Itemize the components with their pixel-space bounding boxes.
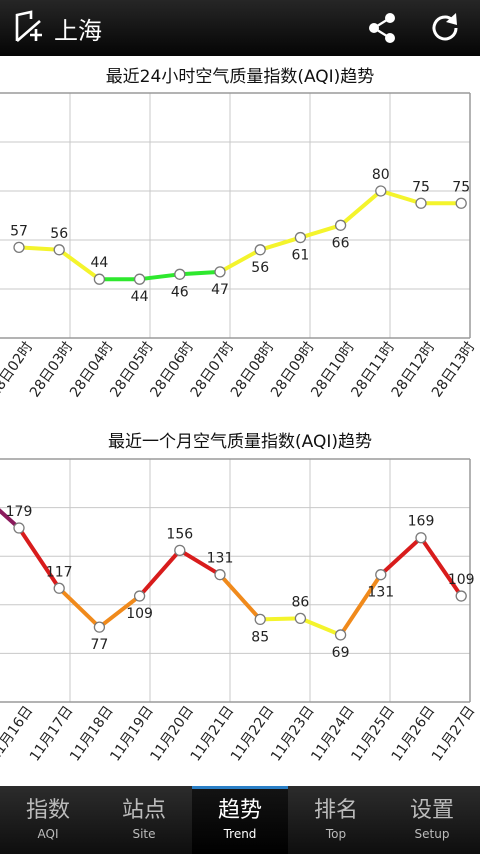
data-point <box>294 231 307 244</box>
data-label: 66 <box>332 235 350 251</box>
data-point <box>375 569 387 581</box>
tab-site-label: 站点 <box>121 798 166 823</box>
data-label: 117 <box>46 564 73 580</box>
series-segment <box>218 247 263 274</box>
data-label: 80 <box>372 167 390 183</box>
data-label: 86 <box>291 594 309 610</box>
series-segment <box>57 247 102 282</box>
data-point <box>455 197 467 209</box>
data-label: 44 <box>90 255 108 271</box>
data-point <box>455 590 467 602</box>
data-label: 109 <box>448 572 475 588</box>
series-segment <box>338 572 383 637</box>
series-segment <box>378 189 423 206</box>
data-point <box>93 621 106 633</box>
tab-aqi[interactable]: 指数 AQI <box>0 786 96 854</box>
data-point <box>53 244 65 256</box>
series-segment <box>218 572 263 622</box>
data-point <box>13 522 25 534</box>
series-segment <box>0 508 21 531</box>
data-label: 57 <box>10 223 28 239</box>
top-bar: 上海 <box>0 0 480 56</box>
tab-trend-label: 趋势 <box>217 798 262 823</box>
tab-top-label: 排名 <box>313 798 358 823</box>
data-point <box>254 244 266 256</box>
series-segment <box>97 594 142 630</box>
hourly-chart-title: 最近24小时空气质量指数(AQI)趋势 <box>105 67 375 87</box>
data-label: 75 <box>452 179 470 195</box>
data-point <box>254 613 266 626</box>
series-segment <box>258 616 303 622</box>
data-label: 75 <box>412 179 430 195</box>
data-point <box>334 629 347 641</box>
series-segment <box>419 535 464 599</box>
series-segment <box>177 548 222 577</box>
tab-aqi-sublabel: AQI <box>37 827 59 841</box>
data-label: 46 <box>171 284 189 300</box>
data-label: 131 <box>207 551 234 567</box>
data-label: 109 <box>126 606 153 622</box>
data-label: 156 <box>166 526 193 542</box>
tab-top-sublabel: Top <box>325 827 347 841</box>
data-point <box>375 185 387 197</box>
tab-site[interactable]: 站点 Site <box>96 786 192 854</box>
series-segment <box>177 269 222 277</box>
data-label: 61 <box>291 248 309 264</box>
series-segment <box>137 548 182 599</box>
data-point <box>214 266 226 278</box>
data-point <box>133 590 146 602</box>
series-segment <box>298 223 343 240</box>
data-point <box>174 544 186 557</box>
series-segment <box>378 535 423 577</box>
series-segment <box>137 272 182 282</box>
city-selector[interactable]: 上海 <box>14 10 102 46</box>
data-label: 169 <box>408 514 435 530</box>
city-select-icon[interactable] <box>14 9 44 47</box>
data-label: 56 <box>251 260 269 276</box>
tab-site-sublabel: Site <box>132 827 156 841</box>
data-label: 131 <box>367 585 394 601</box>
data-label: 85 <box>251 629 269 645</box>
tab-aqi-label: 指数 <box>25 798 70 823</box>
tab-setup-label: 设置 <box>409 798 454 823</box>
data-point <box>415 197 427 209</box>
data-point <box>133 273 146 285</box>
tab-top[interactable]: 排名 Top <box>288 786 384 854</box>
data-point <box>174 268 186 280</box>
monthly-chart-title: 最近一个月空气质量指数(AQI)趋势 <box>108 432 372 452</box>
data-point <box>415 532 427 544</box>
tab-trend[interactable]: 趋势 Trend <box>192 786 288 854</box>
tab-trend-sublabel: Trend <box>223 827 257 841</box>
bottom-nav: 指数 AQI 站点 Site 趋势 Trend 排名 Top 设置 Setup <box>0 786 480 854</box>
series-segment <box>17 526 62 591</box>
city-title: 上海 <box>54 16 102 45</box>
share-icon[interactable] <box>364 10 400 46</box>
series-segment <box>57 586 102 630</box>
data-label: 56 <box>50 226 68 242</box>
monthly-aqi-chart: 1791177710915613185866913116910911月16日11… <box>0 458 478 764</box>
refresh-icon[interactable] <box>427 10 463 46</box>
series-segment <box>338 189 383 228</box>
data-point <box>294 612 307 625</box>
series-segment <box>298 616 343 637</box>
series-segment <box>17 245 62 252</box>
data-point <box>214 569 226 581</box>
data-point <box>334 219 347 231</box>
tab-setup-sublabel: Setup <box>414 827 450 841</box>
data-label: 69 <box>332 645 350 661</box>
data-label: 77 <box>90 637 108 653</box>
data-label: 179 <box>6 504 33 520</box>
data-point <box>53 582 65 594</box>
data-label: 47 <box>211 282 229 298</box>
data-label: 44 <box>131 289 149 305</box>
series-segment <box>258 235 303 252</box>
data-point <box>93 273 106 285</box>
data-point <box>13 241 25 254</box>
tab-setup[interactable]: 设置 Setup <box>384 786 480 854</box>
